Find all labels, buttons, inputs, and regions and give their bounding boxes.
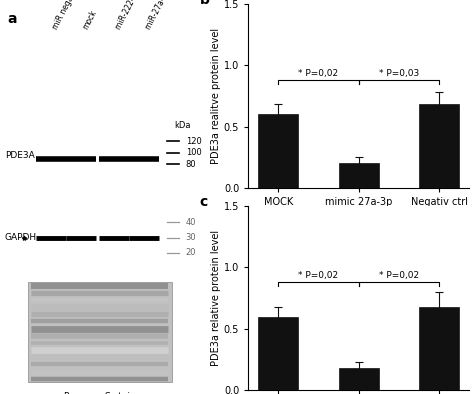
Text: mock: mock xyxy=(82,9,99,31)
Y-axis label: PDE3a realitve protein level: PDE3a realitve protein level xyxy=(211,28,221,164)
Text: PDE3A: PDE3A xyxy=(5,151,35,160)
Text: 120: 120 xyxy=(186,136,201,145)
Text: * P=0,02: * P=0,02 xyxy=(379,271,419,281)
Text: Ponceau S stain: Ponceau S stain xyxy=(64,392,136,394)
Bar xyxy=(419,307,459,390)
Text: * P=0,02: * P=0,02 xyxy=(299,69,338,78)
Y-axis label: PDE3a relative protein level: PDE3a relative protein level xyxy=(211,230,221,366)
Bar xyxy=(258,114,299,188)
Text: 40: 40 xyxy=(186,217,196,227)
Text: * P=0,02: * P=0,02 xyxy=(299,271,338,281)
Bar xyxy=(258,316,299,390)
Text: c: c xyxy=(200,195,208,209)
Text: 80: 80 xyxy=(186,160,196,169)
Text: GAPDH: GAPDH xyxy=(5,233,37,242)
Text: miR-222-3p  mimic: miR-222-3p mimic xyxy=(114,0,155,31)
Bar xyxy=(419,104,459,188)
Text: a: a xyxy=(7,12,17,26)
Text: 20: 20 xyxy=(186,249,196,258)
Text: 100: 100 xyxy=(186,148,201,157)
Text: kDa: kDa xyxy=(174,121,191,130)
Text: miR negative control: miR negative control xyxy=(51,0,96,31)
Bar xyxy=(338,163,379,188)
Text: b: b xyxy=(200,0,210,7)
Text: miR-27a-3p  mimic: miR-27a-3p mimic xyxy=(144,0,185,31)
Bar xyxy=(28,282,172,382)
Bar xyxy=(338,368,379,390)
Text: * P=0,03: * P=0,03 xyxy=(379,69,419,78)
Text: 30: 30 xyxy=(186,233,196,242)
